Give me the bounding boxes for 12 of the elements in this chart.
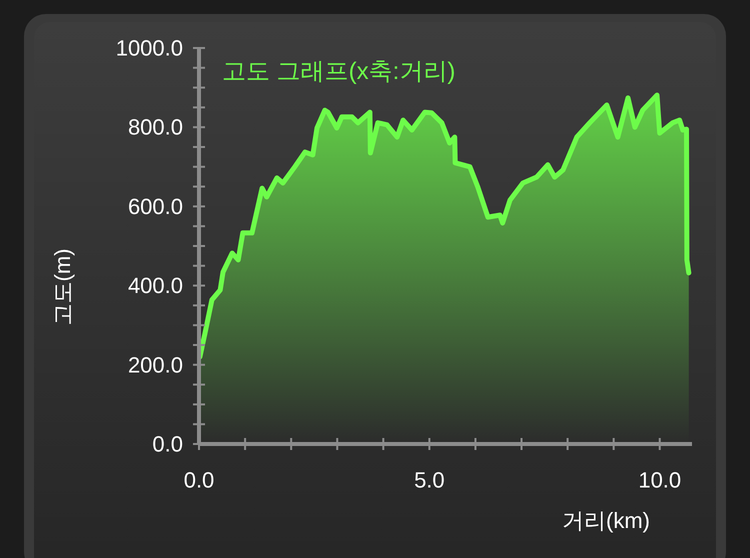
y-tick-label: 200.0 [128, 352, 183, 378]
y-tick-label: 800.0 [128, 114, 183, 140]
y-tick-label: 1000.0 [116, 36, 183, 60]
x-tick-label: 5.0 [414, 468, 445, 492]
x-axis-title: 거리(km) [562, 508, 650, 533]
x-tick-label: 10.0 [638, 468, 682, 492]
y-axis-title: 고도(m) [50, 248, 75, 326]
y-tick-label: 0.0 [152, 432, 183, 456]
chart-title: 고도 그래프(x축:거리) [222, 58, 456, 85]
x-tick-label: 0.0 [184, 468, 214, 492]
y-tick-label: 400.0 [128, 273, 183, 298]
y-tick-label: 600.0 [128, 194, 183, 219]
